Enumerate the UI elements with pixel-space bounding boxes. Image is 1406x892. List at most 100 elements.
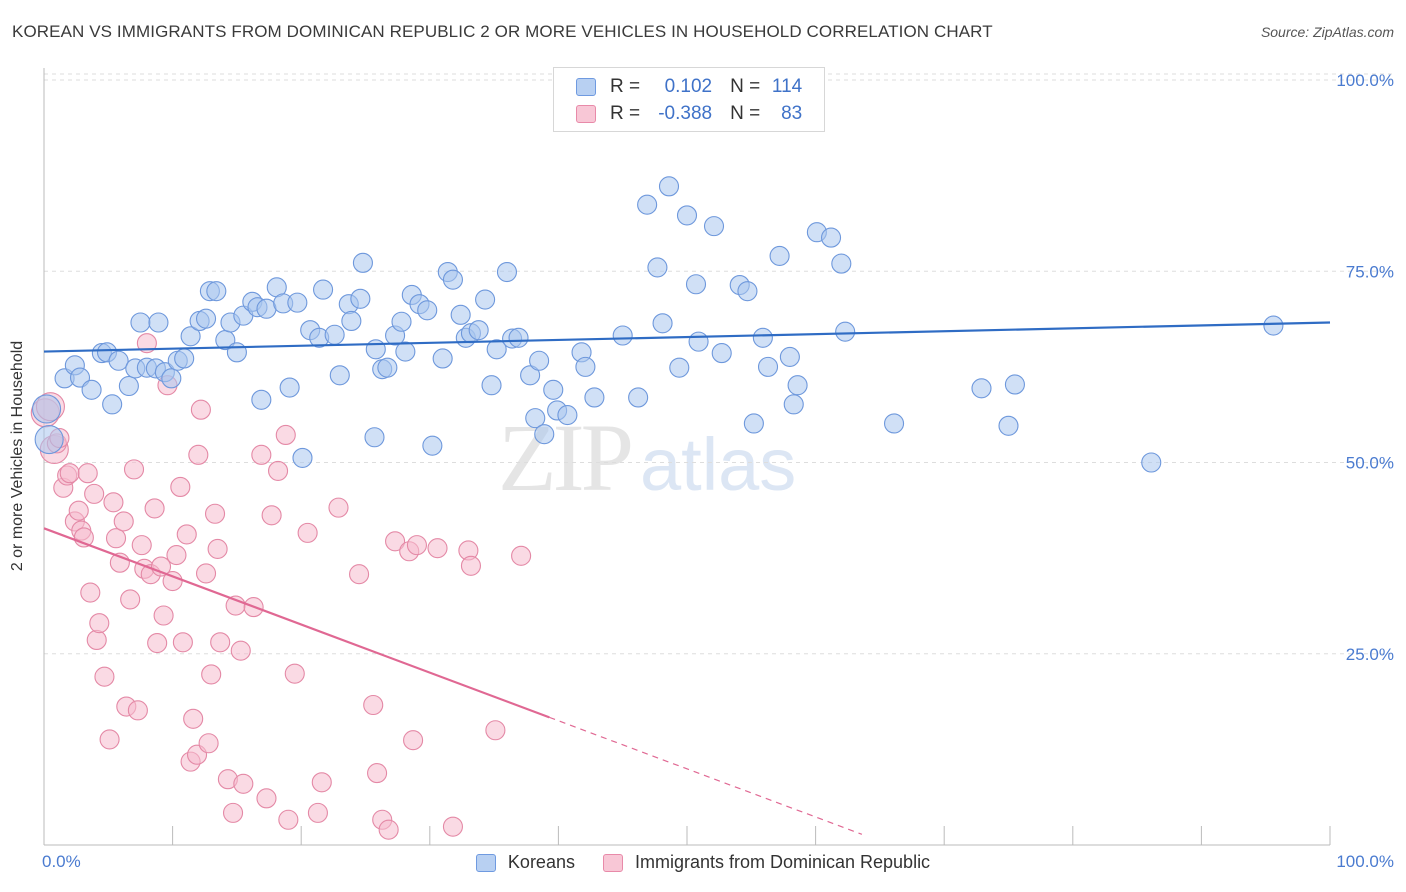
legend-item-koreans[interactable]: Koreans [475,852,575,873]
legend-n-label: N = [730,103,761,124]
legend-n-value: 83 [781,103,803,124]
watermark-atlas: atlas [640,423,796,506]
data-point-korean [584,387,605,408]
data-point-korean [676,205,698,226]
data-point-dominican [94,666,115,687]
data-point-korean [365,339,386,360]
data-point-dominican [99,729,120,750]
legend-label-koreans: Koreans [507,852,575,872]
data-point-korean [628,387,649,408]
data-point-dominican [278,809,299,830]
data-point-dominican [84,483,105,504]
data-point-korean [195,308,217,329]
data-point-dominican [460,555,482,576]
data-point-korean [432,348,453,369]
data-point-korean [102,394,123,415]
data-point-korean [688,331,709,352]
data-point-dominican [166,545,187,566]
data-point-korean [543,379,564,400]
data-point-korean [711,343,732,364]
trend-line-dominican [43,527,550,719]
data-point-dominican [190,399,211,420]
data-point-dominican [230,640,251,661]
data-point-korean [130,312,151,333]
data-point-korean [377,357,398,378]
data-point-korean [835,321,856,342]
data-point-korean [364,427,385,448]
data-point-dominican [136,333,157,354]
data-point-dominican [311,772,332,793]
data-point-dominican [204,503,226,524]
legend-row-koreans: R = 0.102 N = 114 [576,74,802,100]
series-legend: Koreans Immigrants from Dominican Republ… [0,852,1406,873]
data-point-korean [341,310,362,332]
data-point-dominican [251,444,272,465]
data-point-dominican [127,700,148,721]
data-point-korean [34,424,64,455]
data-point-korean [820,227,842,248]
data-point-korean [831,253,852,274]
data-point-dominican [153,605,174,626]
legend-item-dominican[interactable]: Immigrants from Dominican Republic [602,852,931,873]
data-point-dominican [210,632,231,653]
data-point-korean [118,375,139,397]
data-point-dominican [307,802,328,823]
data-point-korean [575,356,596,377]
data-point-korean [226,342,247,363]
legend-swatch-pink [602,853,623,872]
data-point-korean [292,447,313,468]
data-point-korean [81,379,102,400]
data-point-korean [637,194,658,215]
data-point-korean [287,292,308,313]
data-point-korean [779,346,800,367]
data-point-dominican [195,563,217,584]
data-point-korean [743,413,764,434]
grid-lines [44,73,1394,655]
source-credit: Source: ZipAtlas.com [1260,24,1394,40]
korean-points [32,176,1284,473]
trend-lines [43,321,1331,835]
data-point-dominican [123,459,145,480]
data-point-dominican [256,788,277,809]
data-point-dominican [261,505,282,526]
data-point-dominican [222,802,244,823]
data-point-dominican [385,531,406,552]
data-point-dominican [403,730,424,751]
y-tick-label: 50.0% [1346,454,1394,473]
data-point-dominican [80,582,101,603]
data-point-korean [251,389,272,410]
y-tick-label: 25.0% [1346,645,1394,664]
data-point-korean [180,326,201,347]
legend-r-label: R = [610,103,641,124]
legend-swatch-blue [576,78,596,96]
data-point-korean [769,245,790,266]
data-point-dominican [201,664,222,685]
data-point-dominican [367,763,388,784]
data-point-dominican [120,589,141,610]
data-point-dominican [103,492,124,513]
data-point-korean [658,176,680,197]
data-point-dominican [172,632,193,653]
data-point-korean [108,350,129,371]
legend-n-label: N = [730,76,761,97]
data-point-korean [161,368,182,389]
data-point-korean [783,394,804,415]
data-point-dominican [89,613,110,634]
y-tick-label: 75.0% [1346,262,1394,281]
legend-swatch-pink [576,105,596,123]
data-point-dominican [328,497,349,518]
data-point-korean [971,378,992,399]
data-point-korean [206,281,227,302]
legend-label-dominican: Immigrants from Dominican Republic [634,852,931,872]
data-point-korean [685,274,707,295]
data-point-korean [486,339,507,360]
y-tick-label: 100.0% [1336,71,1394,90]
legend-r-value: -0.388 [658,103,713,124]
data-point-korean [450,304,471,325]
legend-r-value: 0.102 [664,76,713,97]
data-point-dominican [207,538,228,559]
data-point-korean [883,413,905,434]
data-point-dominican [427,538,448,559]
data-point-korean [174,348,195,369]
